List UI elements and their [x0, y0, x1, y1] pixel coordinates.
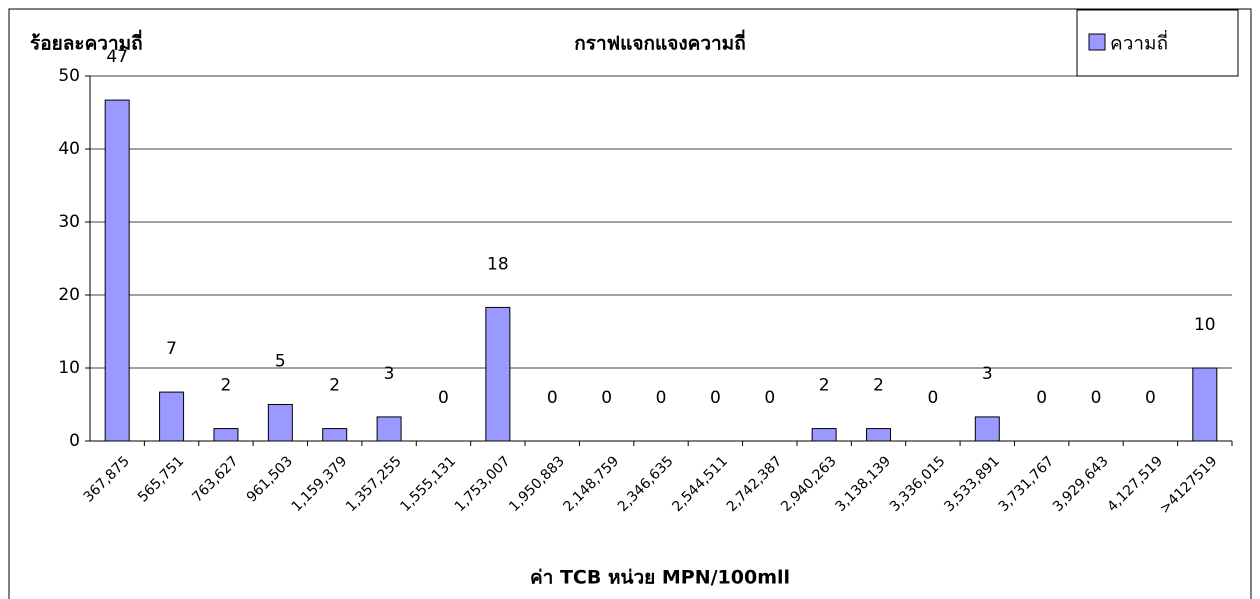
x-tick-label: 2,940,263	[778, 453, 840, 515]
x-axis-title: ค่า TCB หน่วย MPN/100mll	[530, 567, 790, 589]
x-tick-label: 3,138,139	[832, 453, 894, 515]
value-label: 0	[656, 388, 667, 408]
bar	[376, 416, 402, 442]
legend-label: ความถี่	[1110, 30, 1168, 55]
value-label: 0	[1091, 388, 1102, 408]
value-label: 5	[275, 352, 286, 372]
value-label: 0	[710, 388, 721, 408]
x-tick-label: 367,875	[81, 453, 133, 505]
value-label: 3	[982, 364, 993, 384]
value-label: 0	[438, 388, 449, 408]
value-label: 47	[106, 47, 128, 67]
x-tick-label: 2,742,387	[724, 453, 786, 515]
bar	[485, 306, 511, 442]
bar	[159, 391, 185, 442]
x-tick-label: 3,929,643	[1050, 453, 1112, 515]
x-tick-label: 2,544,511	[669, 453, 731, 515]
bar	[866, 428, 892, 442]
legend-swatch	[1088, 33, 1106, 51]
value-label: 7	[166, 339, 177, 359]
x-tick-label: 961,503	[244, 453, 296, 505]
x-tick-label: 2,148,759	[561, 453, 623, 515]
value-label: 2	[819, 376, 830, 396]
value-label: 18	[487, 254, 509, 274]
value-label: 0	[1036, 388, 1047, 408]
x-tick-label: 1,159,379	[289, 453, 351, 515]
y-tick-label: 20	[58, 285, 80, 305]
x-tick-label: 1,950,883	[506, 453, 568, 515]
bar	[811, 428, 837, 442]
bar	[104, 99, 130, 442]
x-tick-label: 2,346,635	[615, 453, 677, 515]
frame	[8, 8, 1252, 599]
y-tick-label: 0	[69, 431, 80, 451]
value-label: 10	[1194, 315, 1216, 335]
value-label: 0	[1145, 388, 1156, 408]
value-label: 2	[873, 376, 884, 396]
x-tick-label: 3,533,891	[941, 453, 1003, 515]
bar	[1192, 367, 1218, 442]
value-label: 0	[927, 388, 938, 408]
x-tick-label: >4127519	[1157, 453, 1221, 517]
x-tick-label: 1,555,131	[397, 453, 459, 515]
value-label: 0	[601, 388, 612, 408]
x-tick-label: 1,357,255	[343, 453, 405, 515]
x-tick-label: 3,336,015	[887, 453, 949, 515]
y-tick-label: 40	[58, 139, 80, 159]
chart-title: กราฟแจกแจงความถี่	[574, 30, 745, 55]
bar	[974, 416, 1000, 442]
value-label: 3	[384, 364, 395, 384]
x-tick-label: 1,753,007	[452, 453, 514, 515]
y-tick-label: 10	[58, 358, 80, 378]
x-tick-label: 763,627	[189, 453, 241, 505]
value-label: 0	[764, 388, 775, 408]
x-tick-label: 3,731,767	[996, 453, 1058, 515]
value-label: 2	[221, 376, 232, 396]
value-label: 2	[329, 376, 340, 396]
bar	[267, 404, 293, 442]
y-axis-title: ร้อยละความถี่	[30, 30, 143, 55]
y-tick-label: 30	[58, 212, 80, 232]
y-tick-label: 50	[58, 66, 80, 86]
bar	[213, 428, 239, 442]
x-tick-label: 565,751	[135, 453, 187, 505]
value-label: 0	[547, 388, 558, 408]
bar	[322, 428, 348, 442]
